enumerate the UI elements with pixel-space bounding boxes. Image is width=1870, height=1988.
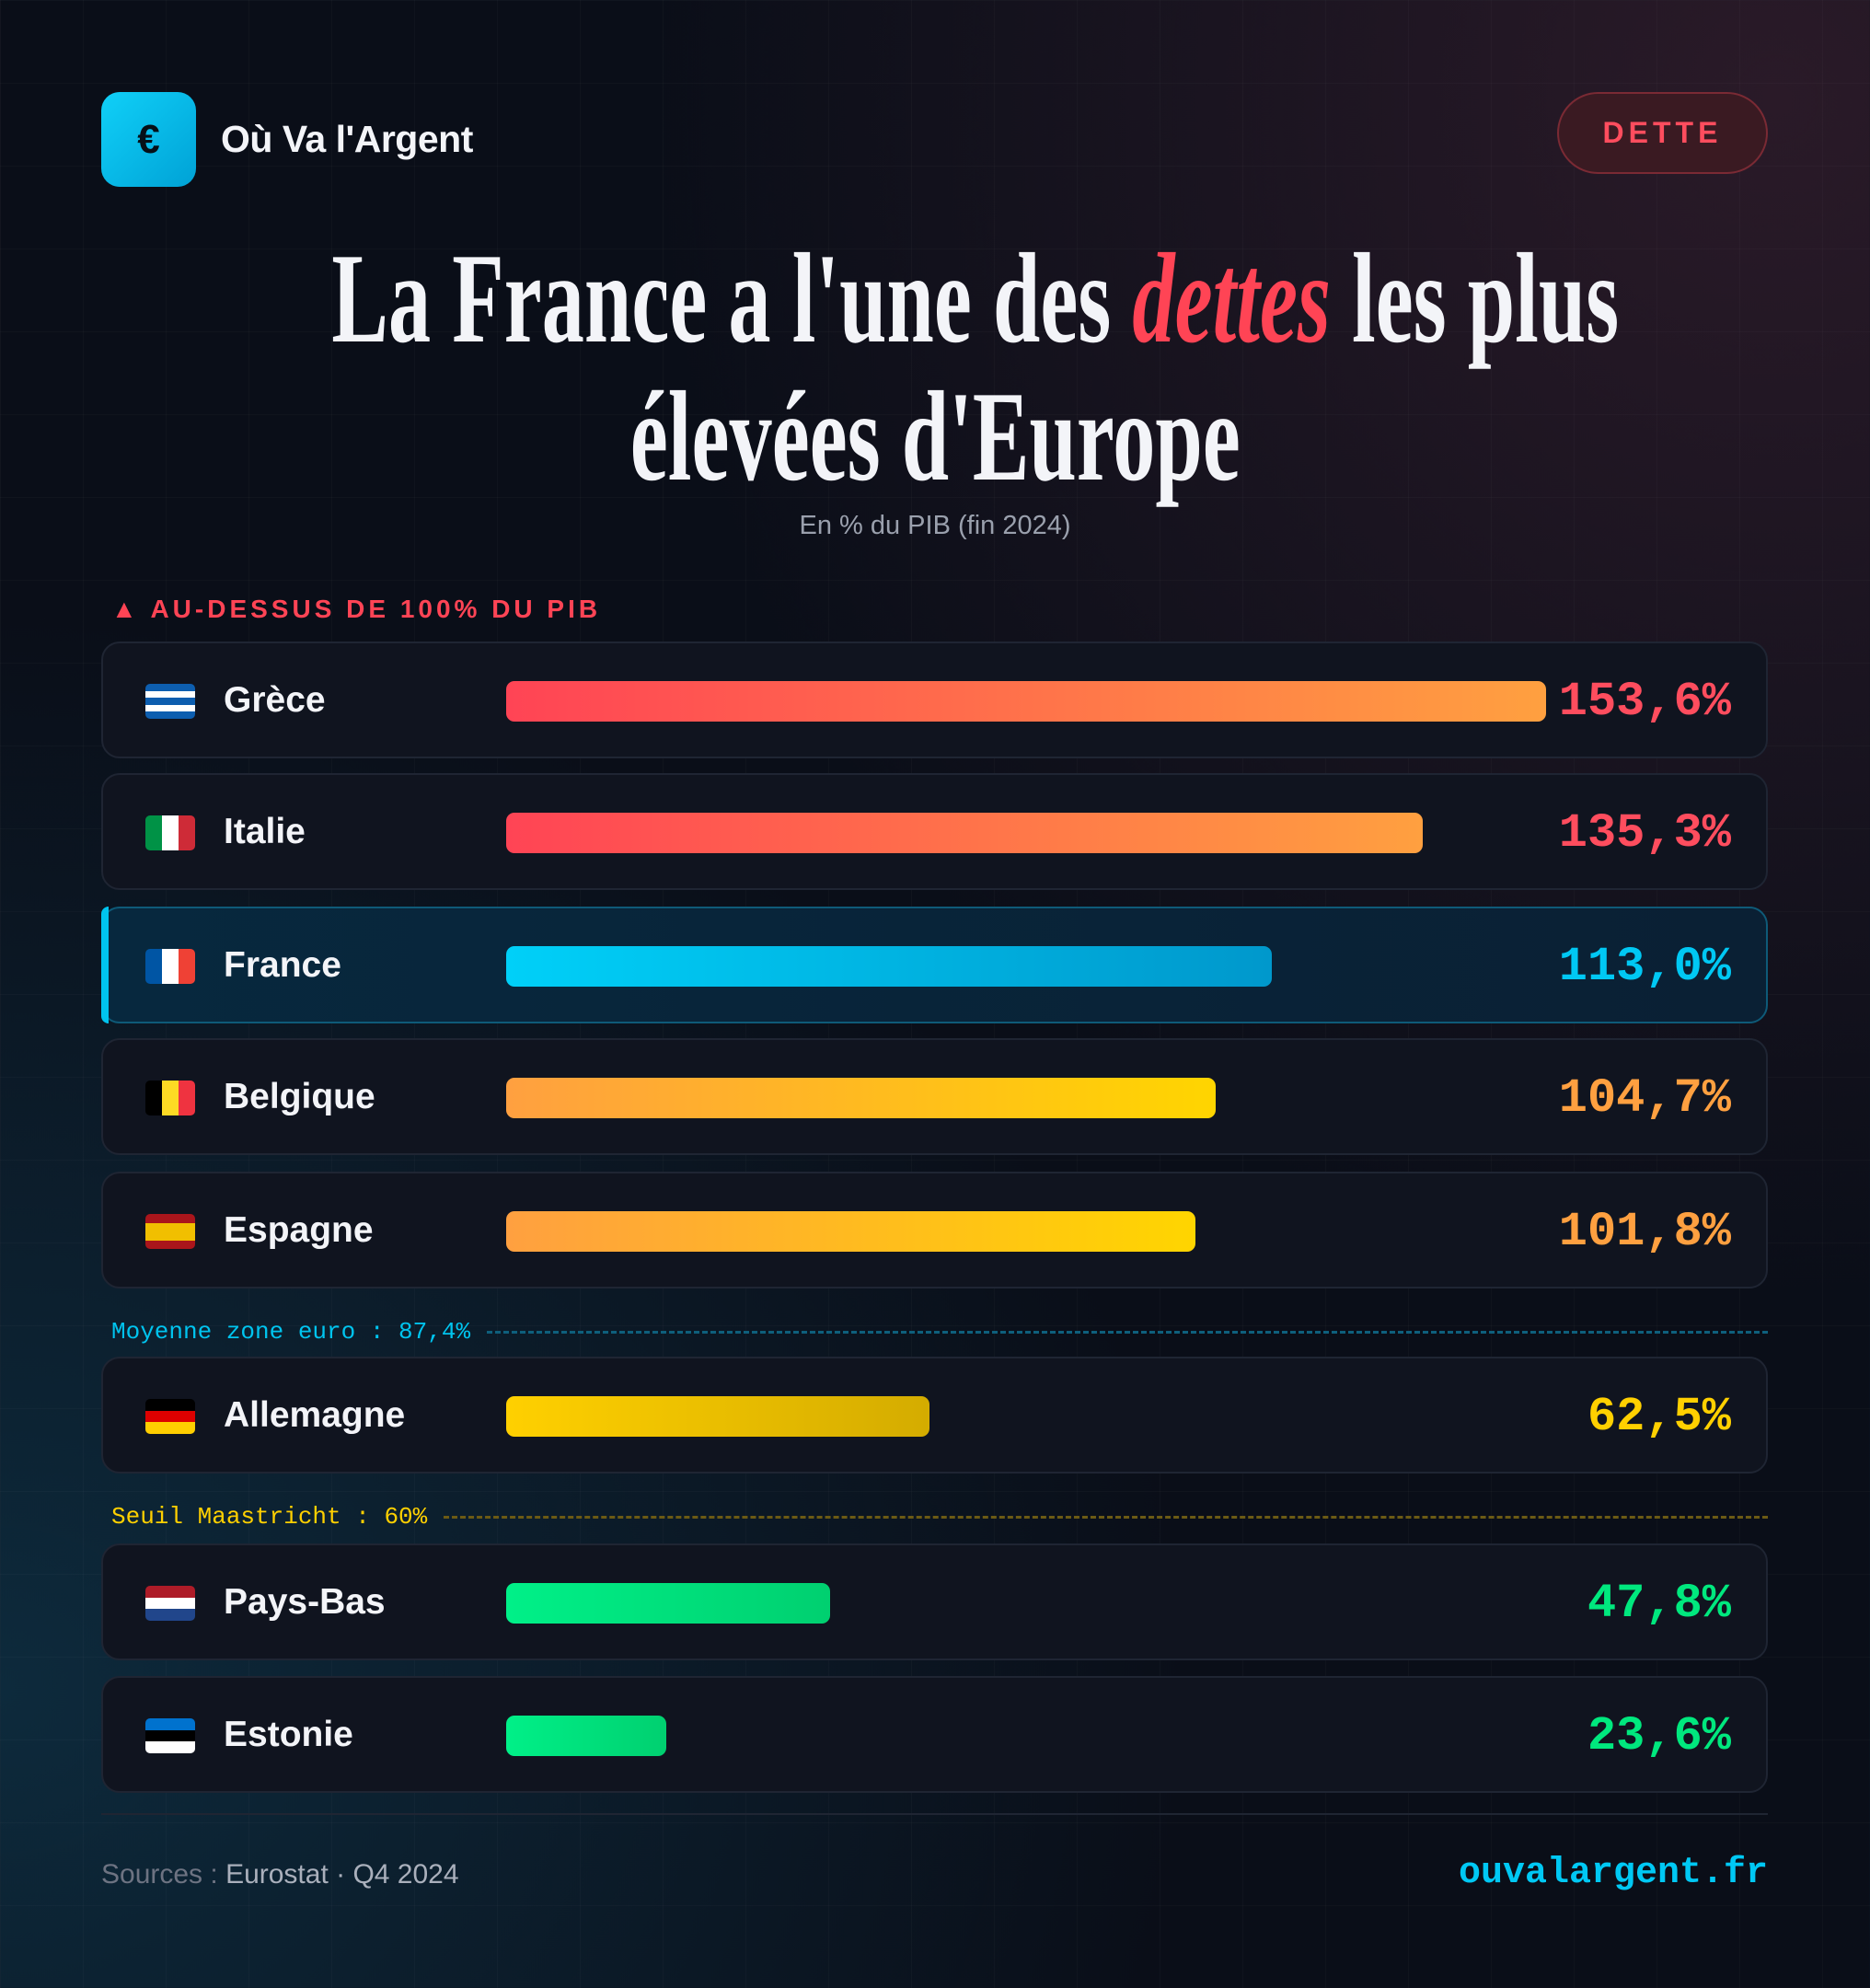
flag-stripe (145, 698, 195, 705)
flag-icon (145, 1718, 195, 1753)
dashed-line (444, 1515, 1768, 1519)
country-row: Espagne 101,8% (101, 1172, 1768, 1289)
flag-stripe (162, 1081, 179, 1115)
dashed-line (487, 1330, 1768, 1334)
flag-icon (145, 949, 195, 984)
title-part: élevées d'Europe (629, 365, 1241, 508)
flag-stripe (145, 1214, 195, 1223)
flag-icon (145, 1586, 195, 1621)
bar (506, 1396, 929, 1437)
flag-icon (145, 1081, 195, 1115)
title-part: La France a l'une des (331, 227, 1133, 370)
bar (506, 1583, 830, 1624)
value-label: 153,6% (1558, 675, 1731, 729)
flag-stripe (145, 1729, 195, 1742)
country-row: Allemagne 62,5% (101, 1357, 1768, 1474)
page-title: La France a l'une des dettes les plus (0, 235, 1870, 364)
flag-stripe (145, 1410, 195, 1423)
flag-stripe (145, 1222, 195, 1231)
bar (506, 946, 1272, 987)
country-row: France 113,0% (101, 907, 1768, 1023)
flag-stripe (145, 1718, 195, 1730)
flag-stripe (179, 1081, 195, 1115)
country-name: Belgique (224, 1077, 375, 1116)
country-row: Belgique 104,7% (101, 1038, 1768, 1155)
subtitle: En % du PIB (fin 2024) (799, 511, 1071, 540)
country-name: Grèce (224, 680, 326, 720)
flag-stripe (179, 815, 195, 850)
section-label: ▲ AU-DESSUS DE 100% DU PIB (111, 595, 602, 623)
value-label: 135,3% (1558, 806, 1731, 861)
flag-stripe (145, 690, 195, 699)
bar (506, 1716, 666, 1756)
country-row: Estonie 23,6% (101, 1676, 1768, 1793)
bar (506, 1211, 1196, 1252)
flag-stripe (145, 711, 195, 719)
title-part: les plus (1330, 227, 1620, 370)
bar (506, 1078, 1216, 1118)
brand-name: Où Va l'Argent (221, 118, 473, 160)
flag-stripe (145, 1081, 162, 1115)
country-name: Pays-Bas (224, 1582, 386, 1622)
euro-average-line: Moyenne zone euro : 87,4% (111, 1318, 1768, 1346)
title-highlight: dettes (1132, 227, 1331, 370)
value-label: 47,8% (1587, 1577, 1731, 1631)
flag-stripe (145, 704, 195, 712)
flag-stripe (145, 1586, 195, 1598)
maastricht-label: Seuil Maastricht : 60% (111, 1503, 428, 1531)
flag-stripe (145, 949, 162, 984)
value-label: 113,0% (1558, 940, 1731, 994)
flag-stripe (145, 815, 162, 850)
flag-icon (145, 1399, 195, 1434)
divider (101, 1813, 1768, 1815)
country-name: Espagne (224, 1210, 374, 1250)
page-title-line2: élevées d'Europe (0, 373, 1870, 502)
euro-icon: € (101, 92, 196, 187)
sources-label: Sources : (101, 1859, 226, 1890)
flag-stripe (145, 1231, 195, 1241)
flag-icon (145, 684, 195, 719)
flag-stripe (145, 1597, 195, 1610)
flag-stripe (162, 815, 179, 850)
country-row: Pays-Bas 47,8% (101, 1543, 1768, 1660)
flag-icon (145, 815, 195, 850)
flag-stripe (145, 1741, 195, 1753)
flag-stripe (179, 949, 195, 984)
euro-average-label: Moyenne zone euro : 87,4% (111, 1318, 471, 1346)
value-label: 101,8% (1558, 1205, 1731, 1259)
country-row: Grèce 153,6% (101, 641, 1768, 758)
flag-stripe (145, 1240, 195, 1249)
maastricht-line: Seuil Maastricht : 60% (111, 1503, 1768, 1531)
value-label: 23,6% (1587, 1709, 1731, 1763)
category-badge: DETTE (1557, 92, 1768, 174)
bar (506, 681, 1547, 722)
flag-stripe (145, 1609, 195, 1621)
flag-icon (145, 1214, 195, 1249)
logo-symbol: € (137, 116, 160, 162)
bar (506, 813, 1423, 853)
country-row: Italie 135,3% (101, 773, 1768, 890)
sources: Sources : Eurostat · Q4 2024 (101, 1859, 459, 1890)
country-name: Italie (224, 812, 306, 851)
value-label: 62,5% (1587, 1390, 1731, 1444)
website-link[interactable]: ouvalargent.fr (1458, 1853, 1768, 1894)
country-name: France (224, 945, 341, 985)
sources-value: Eurostat · Q4 2024 (225, 1859, 459, 1890)
country-name: Allemagne (224, 1395, 406, 1435)
value-label: 104,7% (1558, 1071, 1731, 1126)
flag-stripe (145, 1399, 195, 1411)
country-name: Estonie (224, 1715, 353, 1754)
flag-stripe (145, 1422, 195, 1434)
flag-stripe (162, 949, 179, 984)
flag-stripe (145, 684, 195, 691)
